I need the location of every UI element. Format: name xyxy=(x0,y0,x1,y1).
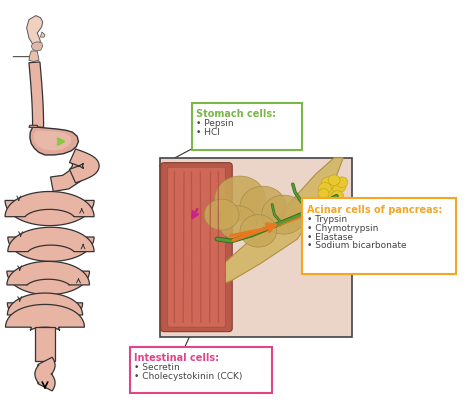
FancyBboxPatch shape xyxy=(192,103,302,150)
Polygon shape xyxy=(35,327,55,361)
Circle shape xyxy=(204,199,239,230)
Polygon shape xyxy=(30,127,79,155)
Polygon shape xyxy=(5,191,94,217)
FancyBboxPatch shape xyxy=(130,347,272,393)
Circle shape xyxy=(318,189,329,198)
Polygon shape xyxy=(29,62,44,127)
Polygon shape xyxy=(8,302,82,325)
Polygon shape xyxy=(5,200,94,226)
Circle shape xyxy=(324,183,340,198)
Polygon shape xyxy=(70,149,99,183)
Text: Intestinal cells:: Intestinal cells: xyxy=(135,353,219,363)
Circle shape xyxy=(262,195,306,234)
Text: Stomach cells:: Stomach cells: xyxy=(196,110,276,119)
Polygon shape xyxy=(6,304,84,330)
Polygon shape xyxy=(7,271,90,294)
Polygon shape xyxy=(31,42,43,51)
Polygon shape xyxy=(29,125,38,127)
Polygon shape xyxy=(8,293,82,316)
Polygon shape xyxy=(27,16,43,45)
Polygon shape xyxy=(40,32,45,37)
Circle shape xyxy=(331,180,346,193)
Circle shape xyxy=(328,175,340,185)
Circle shape xyxy=(219,206,257,240)
Circle shape xyxy=(240,215,277,247)
Polygon shape xyxy=(8,237,94,261)
Circle shape xyxy=(319,182,331,194)
FancyBboxPatch shape xyxy=(160,158,353,337)
Text: • Chymotrypsin: • Chymotrypsin xyxy=(307,224,378,233)
Polygon shape xyxy=(29,51,39,61)
Text: Acinar cells of pancreas:: Acinar cells of pancreas: xyxy=(307,205,442,215)
Circle shape xyxy=(215,176,265,221)
Circle shape xyxy=(331,191,344,202)
FancyBboxPatch shape xyxy=(302,198,456,274)
Polygon shape xyxy=(34,130,71,151)
Polygon shape xyxy=(8,227,94,252)
FancyBboxPatch shape xyxy=(167,167,225,327)
Polygon shape xyxy=(206,158,343,288)
FancyBboxPatch shape xyxy=(161,163,232,332)
Text: • Secretin: • Secretin xyxy=(135,363,180,372)
Circle shape xyxy=(321,177,335,189)
Circle shape xyxy=(336,177,348,187)
Text: • HCl: • HCl xyxy=(196,128,220,137)
Circle shape xyxy=(240,186,286,227)
Text: • Pepsin: • Pepsin xyxy=(196,119,234,128)
Polygon shape xyxy=(51,160,89,191)
Text: • Cholecystokinin (CCK): • Cholecystokinin (CCK) xyxy=(135,372,243,381)
Polygon shape xyxy=(7,261,90,285)
Text: • Sodium bicarbonate: • Sodium bicarbonate xyxy=(307,241,406,250)
Polygon shape xyxy=(35,357,55,391)
Text: • Elastase: • Elastase xyxy=(307,233,353,242)
Text: • Trypsin: • Trypsin xyxy=(307,215,346,224)
